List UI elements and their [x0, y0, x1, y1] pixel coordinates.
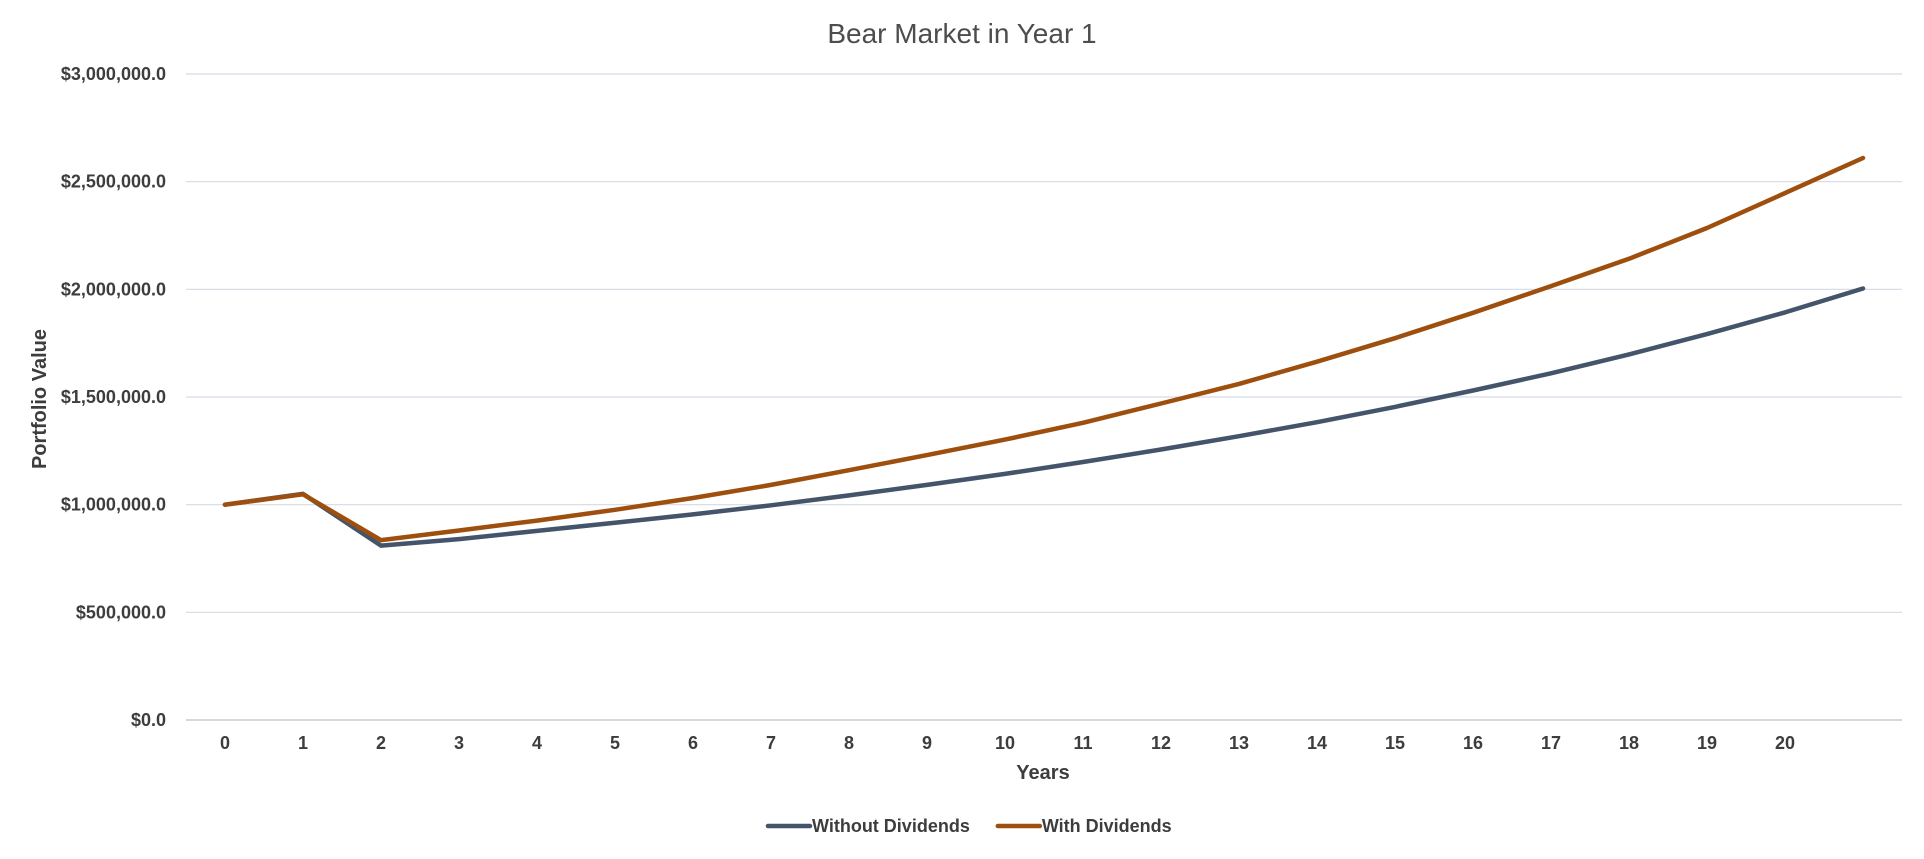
- x-tick-label: 18: [1619, 733, 1639, 753]
- y-tick-label: $500,000.0: [76, 602, 166, 622]
- x-tick-label: 13: [1229, 733, 1249, 753]
- chart-title: Bear Market in Year 1: [827, 18, 1096, 49]
- y-axis-title: Portfolio Value: [29, 329, 51, 469]
- x-tick-label: 11: [1073, 733, 1092, 753]
- x-tick-label: 10: [995, 733, 1015, 753]
- legend-item-without-dividends: Without Dividends: [765, 816, 970, 836]
- x-tick-label: 9: [922, 733, 932, 753]
- x-tick-label: 12: [1151, 733, 1171, 753]
- y-tick-label: $3,000,000.0: [61, 64, 166, 84]
- x-tick-label: 15: [1385, 733, 1405, 753]
- series-line-with-dividends: [222, 155, 1866, 543]
- series-line-without-dividends: [222, 286, 1866, 548]
- x-tick-label: 0: [220, 733, 230, 753]
- x-axis: 0 1 2 3 4 5 6 7 8 9 10 11 12 13 14 15 16 17 18 19 20: [220, 733, 1795, 753]
- series-lines: [222, 155, 1866, 548]
- legend-label: Without Dividends: [812, 816, 970, 836]
- x-tick-label: 3: [454, 733, 464, 753]
- x-tick-label: 17: [1541, 733, 1561, 753]
- x-tick-label: 19: [1697, 733, 1717, 753]
- x-axis-title: Years: [1016, 762, 1069, 784]
- legend: Without Dividends With Dividends: [765, 816, 1172, 836]
- legend-label: With Dividends: [1042, 816, 1172, 836]
- x-tick-label: 16: [1463, 733, 1483, 753]
- x-tick-label: 4: [532, 733, 542, 753]
- y-axis: $0.0 $500,000.0 $1,000,000.0 $1,500,000.0 $2…: [61, 64, 166, 730]
- x-tick-label: 2: [376, 733, 386, 753]
- x-tick-label: 20: [1775, 733, 1795, 753]
- y-tick-label: $1,500,000.0: [61, 387, 166, 407]
- y-tick-label: $2,000,000.0: [61, 279, 166, 299]
- y-tick-label: $1,000,000.0: [61, 495, 166, 515]
- x-tick-label: 7: [766, 733, 776, 753]
- y-tick-label: $2,500,000.0: [61, 172, 166, 192]
- legend-item-with-dividends: With Dividends: [995, 816, 1172, 836]
- x-tick-label: 8: [844, 733, 854, 753]
- x-tick-label: 5: [610, 733, 620, 753]
- x-tick-label: 1: [298, 733, 308, 753]
- gridlines: [186, 73, 1902, 721]
- y-tick-label: $0.0: [131, 710, 166, 730]
- x-tick-label: 6: [688, 733, 698, 753]
- x-tick-label: 14: [1307, 733, 1327, 753]
